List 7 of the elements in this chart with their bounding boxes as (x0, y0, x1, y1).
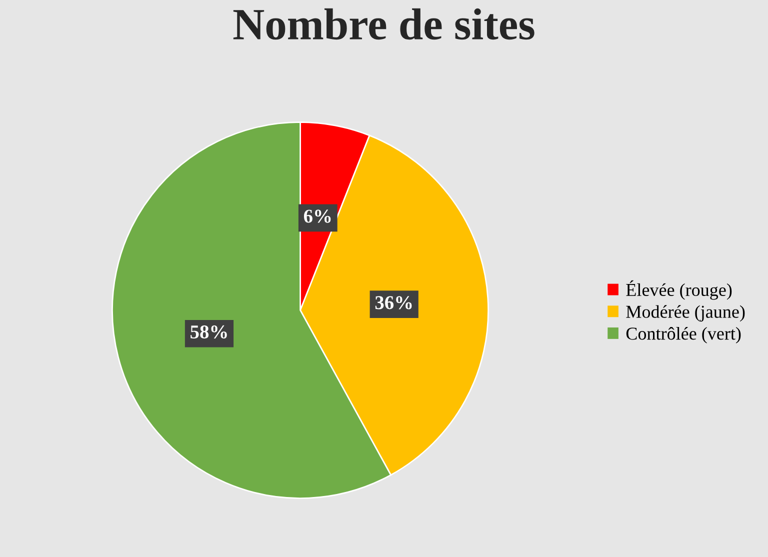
legend-label: Contrôlée (vert) (626, 327, 741, 344)
legend-label: Élevée (rouge) (626, 280, 732, 300)
chart-title: Nombre de sites (233, 8, 534, 40)
data-label: 36% (375, 296, 412, 310)
data-label: 58% (190, 325, 227, 339)
legend-label: Modérée (jaune) (626, 305, 745, 322)
data-label: 6% (304, 210, 331, 223)
